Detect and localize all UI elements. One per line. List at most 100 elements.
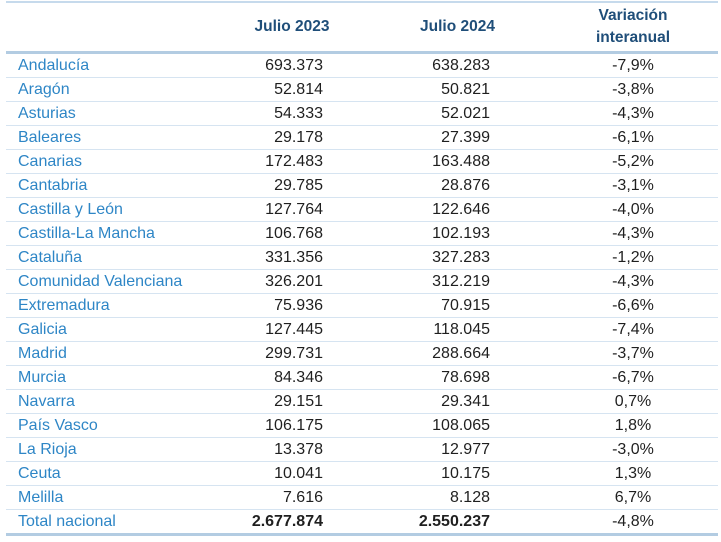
table-row-total: Total nacional 2.677.874 2.550.237 -4,8%	[6, 509, 718, 536]
variation-cell: -4,0%	[512, 197, 718, 222]
table-header-row: Julio 2023 Julio 2024 Variación interanu…	[6, 2, 718, 54]
table-row: Galicia 127.445 118.045 -7,4%	[6, 317, 718, 342]
julio-2023-cell: 7.616	[239, 485, 345, 510]
julio-2023-cell: 84.346	[239, 365, 345, 390]
variation-cell: -4,8%	[512, 509, 718, 536]
regions-table: Julio 2023 Julio 2024 Variación interanu…	[6, 1, 718, 536]
variation-cell: -3,0%	[512, 437, 718, 462]
julio-2024-cell: 28.876	[345, 173, 512, 198]
variation-cell: -6,7%	[512, 365, 718, 390]
table-row: Castilla-La Mancha 106.768 102.193 -4,3%	[6, 221, 718, 246]
julio-2024-cell: 163.488	[345, 149, 512, 174]
julio-2023-cell: 2.677.874	[239, 509, 345, 536]
julio-2023-cell: 10.041	[239, 461, 345, 486]
region-cell: Cataluña	[6, 245, 239, 270]
julio-2024-cell: 8.128	[345, 485, 512, 510]
table-body: Andalucía 693.373 638.283 -7,9% Aragón 52.814…	[6, 52, 718, 536]
variation-cell: 1,8%	[512, 413, 718, 438]
region-cell: Navarra	[6, 389, 239, 414]
region-cell: Melilla	[6, 485, 239, 510]
variation-cell: -4,3%	[512, 221, 718, 246]
table-row: Cantabria 29.785 28.876 -3,1%	[6, 173, 718, 198]
julio-2023-cell: 331.356	[239, 245, 345, 270]
variation-cell: -3,1%	[512, 173, 718, 198]
julio-2024-cell: 78.698	[345, 365, 512, 390]
julio-2024-cell: 10.175	[345, 461, 512, 486]
variation-cell: -1,2%	[512, 245, 718, 270]
table-row: Ceuta 10.041 10.175 1,3%	[6, 461, 718, 486]
region-cell: Madrid	[6, 341, 239, 366]
julio-2024-cell: 327.283	[345, 245, 512, 270]
julio-2023-cell: 299.731	[239, 341, 345, 366]
variation-cell: -4,3%	[512, 269, 718, 294]
julio-2023-cell: 106.175	[239, 413, 345, 438]
julio-2023-cell: 172.483	[239, 149, 345, 174]
region-cell: Murcia	[6, 365, 239, 390]
table-row: Melilla 7.616 8.128 6,7%	[6, 485, 718, 510]
variation-cell: 6,7%	[512, 485, 718, 510]
region-cell: Comunidad Valenciana	[6, 269, 239, 294]
table-row: Navarra 29.151 29.341 0,7%	[6, 389, 718, 414]
region-cell: Castilla-La Mancha	[6, 221, 239, 246]
julio-2024-cell: 12.977	[345, 437, 512, 462]
region-cell: Galicia	[6, 317, 239, 342]
julio-2024-cell: 108.065	[345, 413, 512, 438]
julio-2023-cell: 127.764	[239, 197, 345, 222]
variation-cell: 0,7%	[512, 389, 718, 414]
variation-cell: -3,7%	[512, 341, 718, 366]
table-row: Canarias 172.483 163.488 -5,2%	[6, 149, 718, 174]
julio-2024-cell: 52.021	[345, 101, 512, 126]
header-variacion-label: Variación interanual	[595, 7, 671, 46]
variation-cell: -5,2%	[512, 149, 718, 174]
julio-2023-cell: 693.373	[239, 52, 345, 78]
variation-cell: 1,3%	[512, 461, 718, 486]
variation-cell: -4,3%	[512, 101, 718, 126]
table-row: Cataluña 331.356 327.283 -1,2%	[6, 245, 718, 270]
julio-2024-cell: 102.193	[345, 221, 512, 246]
header-julio-2024: Julio 2024	[345, 2, 512, 54]
table-row: Extremadura 75.936 70.915 -6,6%	[6, 293, 718, 318]
region-cell: Asturias	[6, 101, 239, 126]
julio-2024-cell: 638.283	[345, 52, 512, 78]
table-row: Castilla y León 127.764 122.646 -4,0%	[6, 197, 718, 222]
julio-2024-cell: 122.646	[345, 197, 512, 222]
region-cell: Extremadura	[6, 293, 239, 318]
header-julio-2023: Julio 2023	[239, 2, 345, 54]
table-row: Comunidad Valenciana 326.201 312.219 -4,3%	[6, 269, 718, 294]
julio-2024-cell: 2.550.237	[345, 509, 512, 536]
region-cell: País Vasco	[6, 413, 239, 438]
region-cell: Baleares	[6, 125, 239, 150]
julio-2023-cell: 127.445	[239, 317, 345, 342]
julio-2023-cell: 29.785	[239, 173, 345, 198]
region-cell: Aragón	[6, 77, 239, 102]
julio-2023-cell: 13.378	[239, 437, 345, 462]
variation-cell: -7,9%	[512, 52, 718, 78]
region-cell: Ceuta	[6, 461, 239, 486]
region-cell: Total nacional	[6, 509, 239, 536]
julio-2024-cell: 70.915	[345, 293, 512, 318]
region-cell: La Rioja	[6, 437, 239, 462]
julio-2023-cell: 29.151	[239, 389, 345, 414]
julio-2024-cell: 50.821	[345, 77, 512, 102]
julio-2024-cell: 312.219	[345, 269, 512, 294]
julio-2023-cell: 52.814	[239, 77, 345, 102]
julio-2023-cell: 75.936	[239, 293, 345, 318]
table-row: País Vasco 106.175 108.065 1,8%	[6, 413, 718, 438]
region-cell: Cantabria	[6, 173, 239, 198]
table-row: Murcia 84.346 78.698 -6,7%	[6, 365, 718, 390]
variation-cell: -6,6%	[512, 293, 718, 318]
julio-2024-cell: 29.341	[345, 389, 512, 414]
variation-cell: -7,4%	[512, 317, 718, 342]
table-row: Aragón 52.814 50.821 -3,8%	[6, 77, 718, 102]
julio-2023-cell: 106.768	[239, 221, 345, 246]
julio-2024-cell: 118.045	[345, 317, 512, 342]
julio-2023-cell: 54.333	[239, 101, 345, 126]
table-row: Andalucía 693.373 638.283 -7,9%	[6, 52, 718, 78]
table-row: La Rioja 13.378 12.977 -3,0%	[6, 437, 718, 462]
variation-cell: -3,8%	[512, 77, 718, 102]
julio-2023-cell: 326.201	[239, 269, 345, 294]
table-row: Baleares 29.178 27.399 -6,1%	[6, 125, 718, 150]
region-cell: Canarias	[6, 149, 239, 174]
julio-2024-cell: 288.664	[345, 341, 512, 366]
